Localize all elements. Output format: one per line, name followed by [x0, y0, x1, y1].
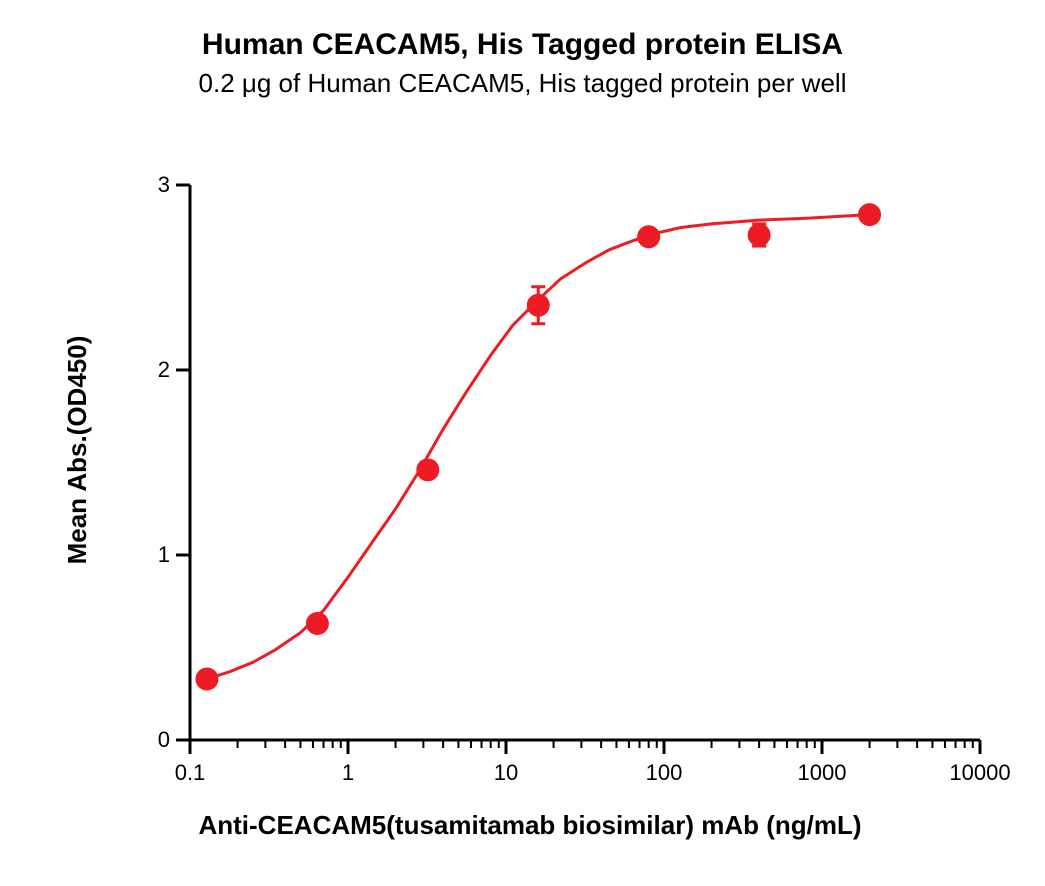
data-point [859, 204, 881, 226]
y-tick-label: 1 [136, 542, 170, 568]
x-tick-label: 10 [494, 760, 518, 786]
plot-svg [0, 0, 1045, 886]
x-tick-label: 1000 [798, 760, 847, 786]
data-point [196, 668, 218, 690]
data-point [638, 226, 660, 248]
x-tick-label: 1 [342, 760, 354, 786]
data-point [417, 459, 439, 481]
x-tick-label: 0.1 [175, 760, 206, 786]
data-point [748, 224, 770, 246]
data-point [306, 612, 328, 634]
fit-curve [207, 215, 870, 679]
x-tick-label: 100 [646, 760, 683, 786]
data-point [527, 294, 549, 316]
y-tick-label: 3 [136, 172, 170, 198]
y-tick-label: 2 [136, 357, 170, 383]
x-tick-label: 10000 [949, 760, 1010, 786]
y-tick-label: 0 [136, 727, 170, 753]
